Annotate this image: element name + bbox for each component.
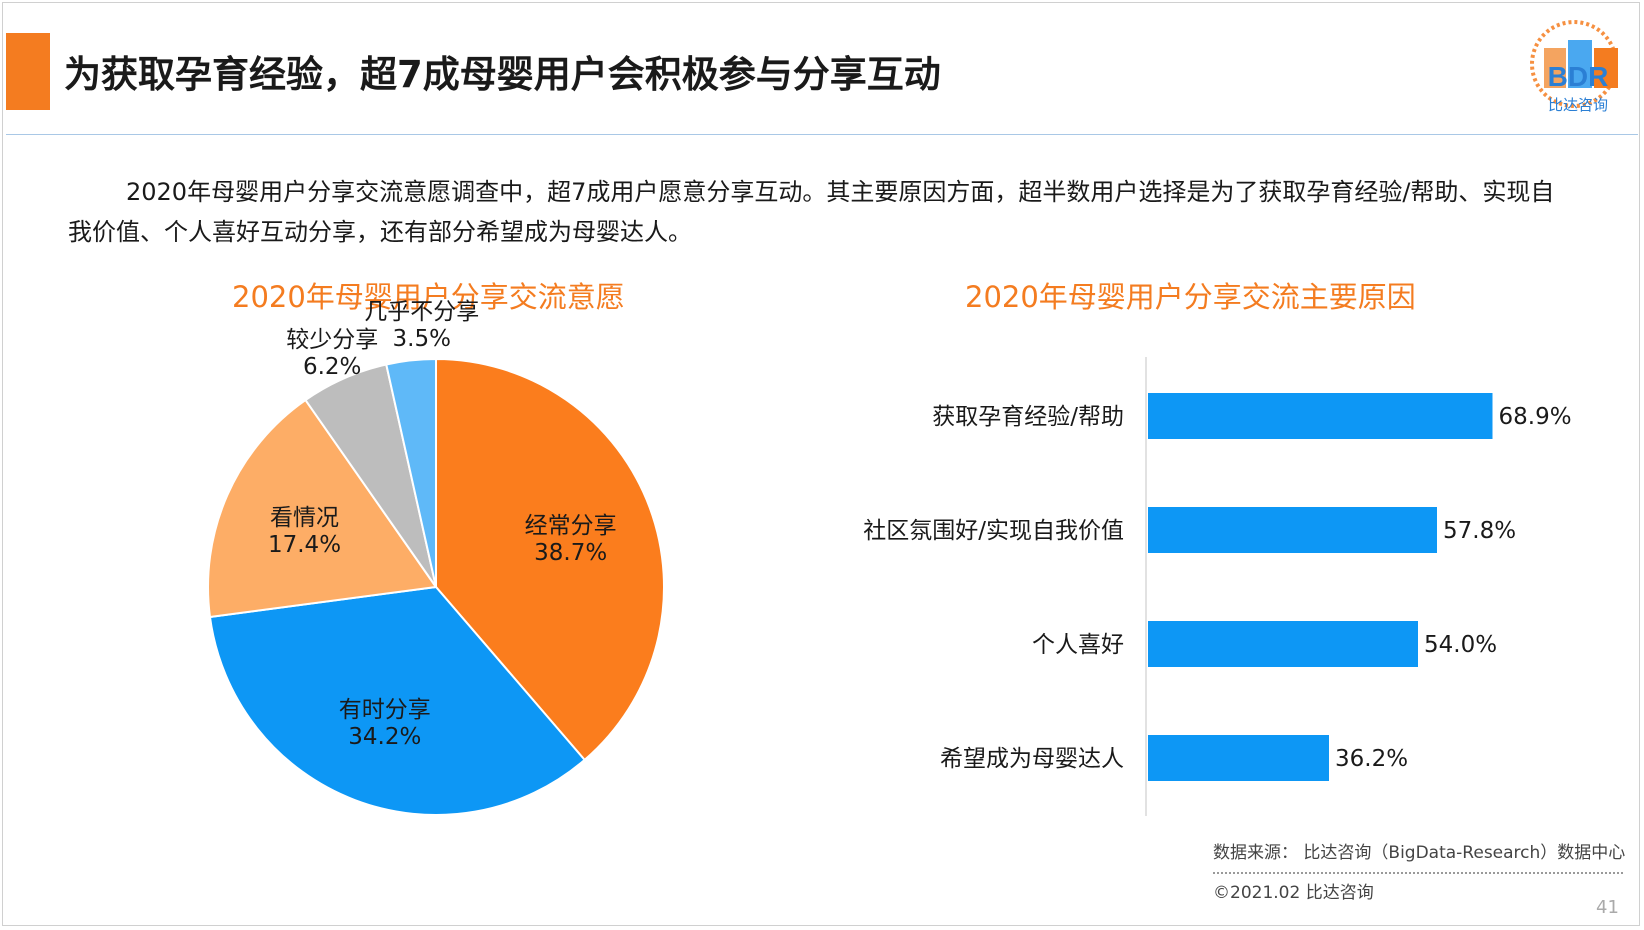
bar-category-label-4: 希望成为母婴达人: [940, 746, 1124, 772]
pie-value-1: 38.7%: [534, 540, 607, 566]
pie-slice-2: [208, 585, 587, 816]
pie-slice-1: [435, 357, 665, 762]
pie-label-1: 经常分享: [525, 513, 617, 539]
bar-category-label-3: 个人喜好: [1032, 632, 1124, 658]
pie-value-4: 6.2%: [303, 354, 361, 380]
bar-value-label-2: 57.8%: [1443, 518, 1516, 544]
pie-slice-3: [207, 398, 438, 619]
footer-divider: [1213, 872, 1623, 874]
page-number: 41: [1596, 897, 1619, 918]
bar-value-label-4: 36.2%: [1335, 746, 1408, 772]
logo-subtext: 比达咨询: [1548, 96, 1608, 114]
bdr-building-logo-icon: [1530, 20, 1618, 108]
bdr-logo: BDR 比达咨询: [1530, 20, 1618, 114]
logo-text: BDR: [1548, 61, 1609, 92]
bar-chart-title: 2020年母婴用户分享交流主要原因: [965, 280, 1416, 314]
pie-label-2: 有时分享: [339, 697, 431, 723]
header-divider: [6, 134, 1638, 135]
pie-label-5: 几乎不分享: [364, 299, 479, 325]
bar-category-label-1: 获取孕育经验/帮助: [932, 404, 1124, 430]
bar-1: [1148, 393, 1493, 439]
pie-chart-title: 2020年母婴用户分享交流意愿: [232, 280, 625, 314]
pie-label-3: 看情况: [270, 505, 339, 531]
pie-value-2: 34.2%: [348, 724, 421, 750]
data-source: 数据来源： 比达咨询（BigData-Research）数据中心: [1213, 843, 1626, 863]
bar-2: [1148, 507, 1437, 553]
bar-value-label-1: 68.9%: [1499, 404, 1572, 430]
bar-3: [1148, 621, 1418, 667]
pie-value-5: 3.5%: [393, 326, 451, 352]
page-title: 为获取孕育经验，超7成母婴用户会积极参与分享互动: [64, 53, 941, 96]
pie-label-4: 较少分享: [286, 327, 378, 353]
bar-4: [1148, 735, 1329, 781]
bar-value-label-3: 54.0%: [1424, 632, 1497, 658]
title-accent-bar: [6, 33, 50, 110]
bar-category-label-2: 社区氛围好/实现自我价值: [863, 518, 1124, 544]
pie-slice-5: [385, 357, 437, 588]
description-paragraph: 2020年母婴用户分享交流意愿调查中，超7成用户愿意分享互动。其主要原因方面，超…: [68, 178, 1555, 246]
copyright: ©2021.02 比达咨询: [1213, 883, 1374, 903]
pie-value-3: 17.4%: [268, 532, 341, 558]
